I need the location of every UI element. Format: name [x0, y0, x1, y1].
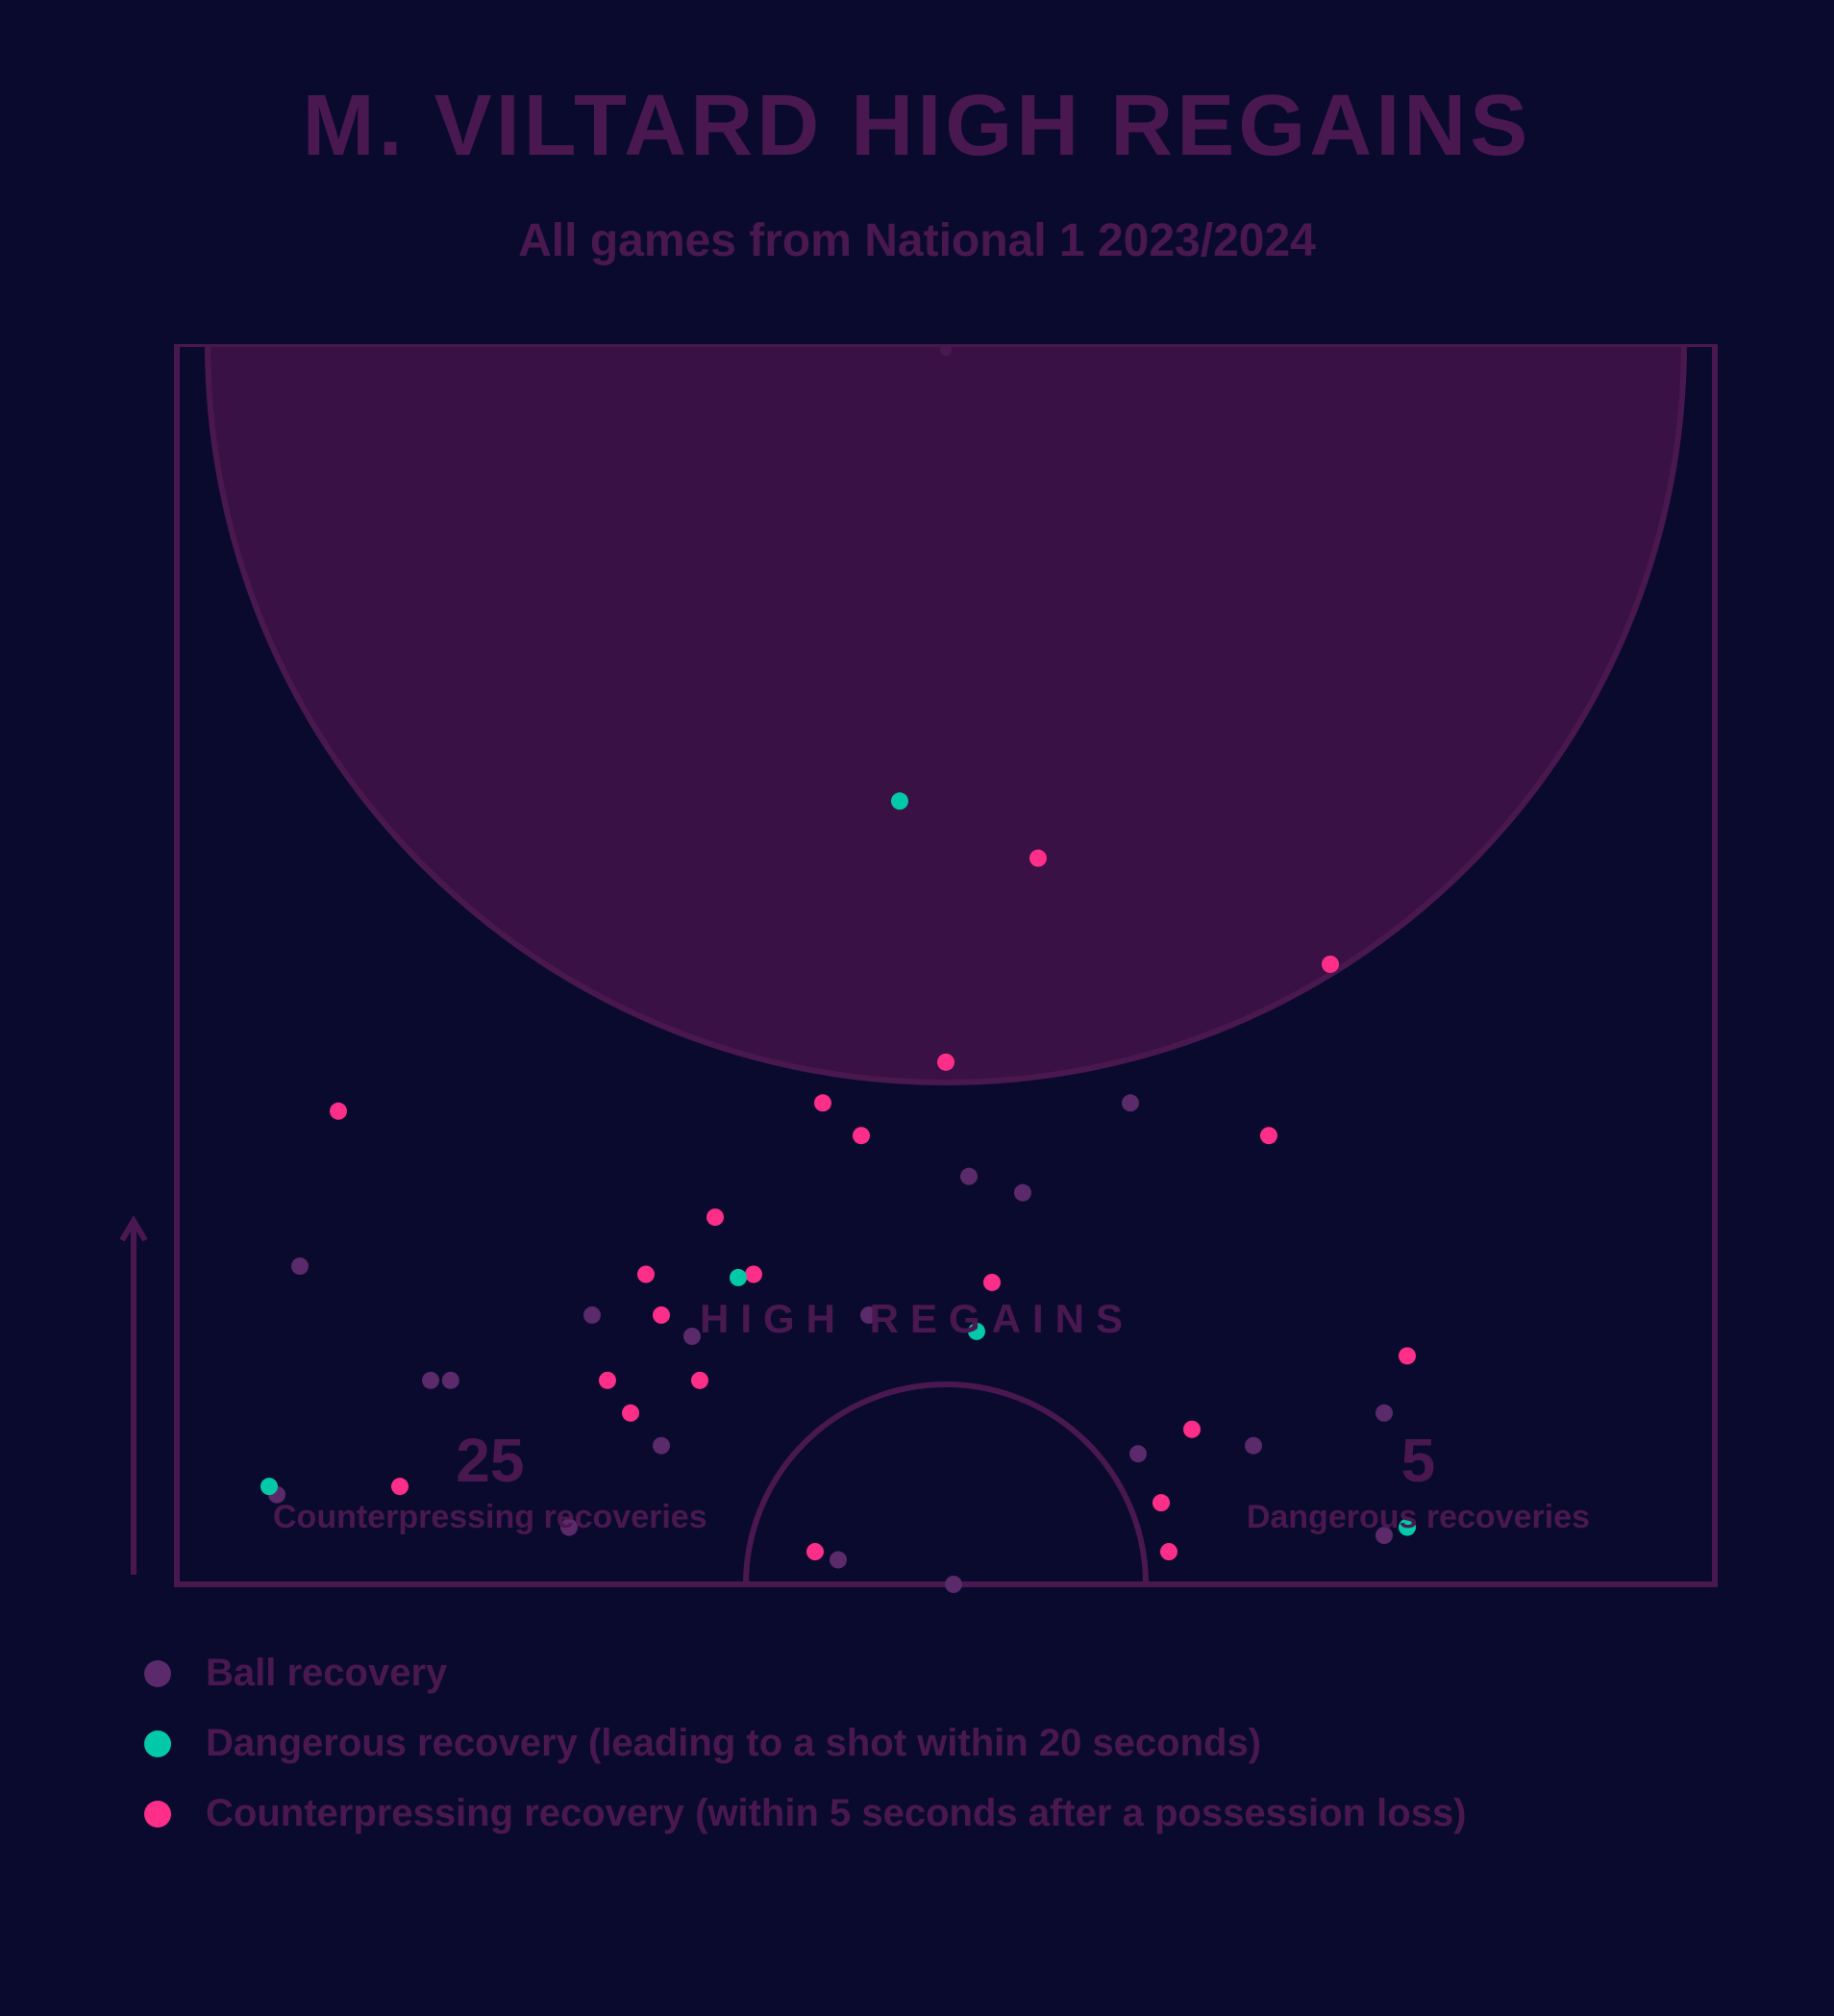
recovery-point	[622, 1405, 639, 1422]
recovery-point	[730, 1269, 747, 1286]
chart-title: M. VILTARD HIGH REGAINS	[58, 77, 1776, 176]
recovery-point	[583, 1307, 601, 1324]
recovery-point	[960, 1168, 978, 1185]
recovery-point	[1129, 1445, 1147, 1462]
recovery-point	[1399, 1347, 1416, 1364]
recovery-point	[691, 1372, 708, 1389]
recovery-point	[1160, 1543, 1177, 1560]
recovery-point	[937, 1054, 954, 1071]
recovery-point	[1322, 956, 1339, 973]
recovery-point	[706, 1208, 724, 1226]
recovery-point	[330, 1103, 347, 1120]
recovery-point	[442, 1372, 459, 1389]
stat-counterpressing-label: Counterpressing recoveries	[273, 1499, 707, 1536]
recovery-point	[814, 1094, 831, 1111]
recovery-point	[1183, 1421, 1201, 1438]
recovery-point	[983, 1274, 1001, 1291]
legend-dot-icon	[144, 1801, 171, 1828]
recovery-point	[853, 1127, 870, 1144]
legend-item-dangerous: Dangerous recovery (leading to a shot wi…	[144, 1722, 1776, 1765]
recovery-point	[945, 1576, 962, 1593]
stat-dangerous: 5 Dangerous recoveries	[1247, 1430, 1590, 1536]
recovery-point	[422, 1372, 439, 1389]
legend-item-ball: Ball recovery	[144, 1652, 1776, 1695]
recovery-point	[1122, 1094, 1139, 1111]
legend-item-counter: Counterpressing recovery (within 5 secon…	[144, 1792, 1776, 1835]
recovery-point	[1029, 850, 1047, 867]
legend-dot-icon	[144, 1660, 171, 1687]
stat-dangerous-label: Dangerous recoveries	[1247, 1499, 1590, 1536]
recovery-point	[1014, 1184, 1031, 1202]
pitch-area: HIGH REGAINS 25 Counterpressing recoveri…	[100, 344, 1734, 1594]
pitch-svg	[100, 344, 1734, 1594]
recovery-point	[830, 1552, 847, 1569]
recovery-point	[891, 792, 908, 809]
recovery-point	[599, 1372, 616, 1389]
recovery-point	[1376, 1405, 1393, 1422]
recovery-point	[745, 1266, 762, 1283]
recovery-point	[1260, 1127, 1277, 1144]
chart-container: M. VILTARD HIGH REGAINS All games from N…	[0, 0, 1834, 2016]
recovery-point	[637, 1266, 655, 1283]
chart-subtitle: All games from National 1 2023/2024	[58, 214, 1776, 267]
legend-dot-icon	[144, 1730, 171, 1757]
recovery-point	[653, 1307, 670, 1324]
stat-counterpressing-value: 25	[273, 1430, 707, 1491]
legend-label: Dangerous recovery (leading to a shot wi…	[206, 1722, 1261, 1765]
recovery-point	[1152, 1494, 1170, 1511]
legend: Ball recovery Dangerous recovery (leadin…	[144, 1652, 1776, 1835]
recovery-point	[806, 1543, 824, 1560]
legend-label: Counterpressing recovery (within 5 secon…	[206, 1792, 1467, 1835]
stat-counterpressing: 25 Counterpressing recoveries	[273, 1430, 707, 1536]
section-label: HIGH REGAINS	[700, 1296, 1134, 1342]
recovery-point	[291, 1257, 309, 1275]
legend-label: Ball recovery	[206, 1652, 447, 1695]
recovery-point	[683, 1328, 701, 1345]
stat-dangerous-value: 5	[1247, 1430, 1590, 1491]
